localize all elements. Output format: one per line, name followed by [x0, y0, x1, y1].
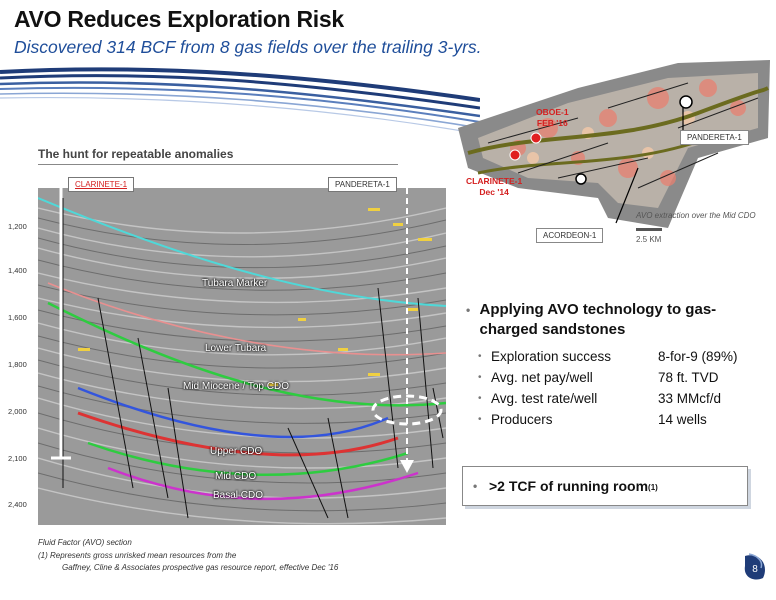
horizon-label: Tubara Marker [202, 278, 268, 289]
main-bullet: • Applying AVO technology to gas-charged… [466, 301, 717, 338]
stat-row: • Producers 14 wells [466, 409, 766, 430]
bullet-icon: • [473, 479, 478, 493]
depth-tick: 1,400 [8, 266, 27, 275]
horizon-label: Mid CDO [215, 471, 257, 482]
horizon-label: Upper CDO [210, 446, 263, 457]
page-title: AVO Reduces Exploration Risk [14, 6, 344, 32]
page-subtitle: Discovered 314 BCF from 8 gas fields ove… [14, 37, 482, 57]
stat-row: • Avg. test rate/well 33 MMcf/d [466, 388, 766, 409]
pandereta-map-label: PANDERETA-1 [680, 130, 749, 145]
bullet-icon: • [478, 351, 482, 362]
footnote-caption: Fluid Factor (AVO) section [38, 538, 132, 547]
clarinete-well-label: CLARINETE-1 [68, 177, 135, 192]
key-points: • Applying AVO technology to gas-charged… [466, 300, 766, 430]
depth-tick: 2,100 [8, 454, 27, 463]
horizon-label: Lower Tubara [205, 343, 267, 354]
stat-row: • Exploration success 8-for-9 (89%) [466, 346, 766, 367]
scale-label: 2.5 KM [636, 235, 662, 244]
clarinete-map-label: CLARINETE-1 Dec '14 [466, 176, 523, 197]
page-number-badge: 8 [744, 553, 765, 580]
heading-rule [38, 164, 398, 165]
footnote-1-cont: Gaffney, Cline & Associates prospective … [62, 563, 339, 572]
avo-map [458, 60, 770, 228]
bullet-icon: • [466, 303, 471, 317]
depth-tick: 1,200 [8, 222, 27, 231]
stats-list: • Exploration success 8-for-9 (89%) • Av… [466, 346, 766, 430]
page-number: 8 [752, 564, 758, 575]
pandereta-well-label: PANDERETA-1 [328, 177, 397, 192]
horizon-label: Basal CDO [213, 490, 264, 501]
footnote-1: (1) Represents gross unrisked mean resou… [38, 551, 237, 560]
stat-row: • Avg. net pay/well 78 ft. TVD [466, 367, 766, 388]
horizon-label: Mid Miocene / Top CDO [183, 381, 289, 392]
header-swoosh [0, 67, 480, 135]
running-room-callout: • >2 TCF of running room (1) [462, 466, 748, 506]
section-heading: The hunt for repeatable anomalies [38, 147, 234, 161]
depth-tick: 2,000 [8, 407, 27, 416]
map-caption: AVO extraction over the Mid CDO [636, 211, 756, 220]
depth-tick: 2,400 [8, 500, 27, 509]
depth-tick: 1,600 [8, 313, 27, 322]
bullet-icon: • [478, 393, 482, 404]
bullet-icon: • [478, 372, 482, 383]
seismic-section [38, 188, 446, 525]
depth-tick: 1,800 [8, 360, 27, 369]
acordeon-map-label: ACORDEON-1 [536, 228, 604, 243]
oboe-label: OBOE-1 FEB '16 [536, 107, 569, 128]
scale-bar [636, 228, 662, 231]
bullet-icon: • [478, 414, 482, 425]
